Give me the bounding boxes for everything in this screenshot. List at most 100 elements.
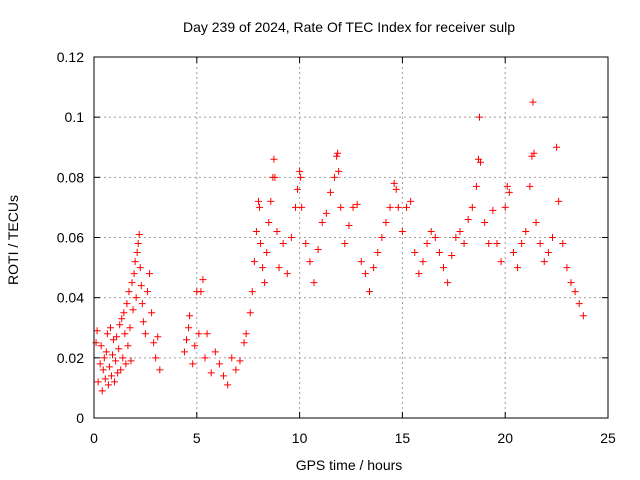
data-point: [259, 264, 267, 272]
data-point: [105, 363, 113, 371]
data-point: [314, 246, 322, 254]
data-point: [139, 318, 147, 326]
data-point: [298, 203, 306, 211]
y-tick-label: 0: [76, 410, 84, 426]
data-point: [127, 357, 135, 365]
data-point: [215, 360, 223, 368]
data-point: [334, 149, 342, 157]
data-point: [98, 387, 106, 395]
data-point: [137, 282, 145, 290]
data-point: [114, 369, 122, 377]
x-tick-label: 5: [193, 430, 201, 446]
data-point: [501, 203, 509, 211]
data-point: [138, 300, 146, 308]
data-point: [333, 152, 341, 160]
data-point: [113, 333, 121, 341]
data-point: [514, 264, 522, 272]
data-point: [141, 330, 149, 338]
data-point: [294, 185, 302, 193]
data-point: [189, 360, 197, 368]
data-point: [476, 113, 483, 121]
data-point: [102, 348, 110, 356]
data-point: [195, 330, 203, 338]
data-point: [366, 288, 374, 296]
data-point: [392, 185, 400, 193]
data-point: [197, 288, 205, 296]
data-point: [207, 369, 215, 377]
data-point: [97, 342, 105, 350]
data-point: [111, 378, 119, 386]
data-point: [211, 348, 219, 356]
data-point: [279, 240, 287, 248]
data-point: [427, 227, 435, 235]
data-point: [503, 182, 511, 190]
data-point: [353, 200, 361, 208]
data-point: [123, 300, 131, 308]
data-point: [126, 324, 134, 332]
data-point: [386, 203, 394, 211]
y-tick-label: 0.02: [57, 350, 84, 366]
y-tick-label: 0.12: [57, 49, 84, 65]
data-point: [460, 240, 468, 248]
data-point: [415, 270, 423, 278]
data-point: [271, 173, 279, 181]
data-point: [104, 381, 112, 389]
data-point: [134, 240, 142, 248]
data-point: [109, 351, 117, 359]
data-point: [152, 354, 160, 362]
data-point: [106, 324, 114, 332]
data-point: [136, 264, 144, 272]
data-point: [485, 240, 493, 248]
data-point: [120, 309, 128, 317]
data-point: [232, 366, 240, 374]
data-point: [403, 203, 411, 211]
data-point: [318, 218, 326, 226]
data-point: [143, 288, 151, 296]
data-point: [224, 381, 232, 389]
data-point: [579, 312, 587, 320]
data-point: [201, 354, 209, 362]
data-point: [183, 336, 191, 344]
data-point: [154, 333, 162, 341]
data-point: [297, 173, 305, 181]
data-point: [296, 167, 304, 175]
y-tick-label: 0.08: [57, 169, 84, 185]
data-point: [150, 339, 158, 347]
data-point: [287, 234, 295, 241]
data-point: [246, 309, 254, 317]
data-point: [256, 203, 264, 211]
data-point: [567, 279, 575, 287]
data-point: [107, 372, 115, 380]
data-point: [563, 264, 571, 272]
data-point: [129, 306, 137, 314]
data-point: [536, 240, 544, 248]
data-point: [128, 279, 136, 287]
data-point: [96, 360, 104, 368]
data-point: [254, 197, 262, 205]
data-point: [302, 240, 310, 248]
data-point: [203, 330, 211, 338]
data-point: [263, 249, 271, 257]
data-point: [191, 342, 199, 350]
grid-lines: [94, 57, 608, 418]
data-point: [124, 342, 132, 350]
data-point: [540, 258, 548, 266]
y-tick-label: 0.1: [65, 109, 85, 125]
data-point: [407, 197, 415, 205]
data-point: [326, 188, 334, 196]
data-point: [240, 339, 248, 347]
data-point: [390, 179, 398, 187]
data-point: [553, 143, 561, 151]
data-point: [423, 240, 431, 248]
data-point: [265, 218, 273, 226]
data-point: [112, 357, 120, 365]
data-point: [394, 203, 402, 211]
data-point: [374, 249, 382, 257]
data-point: [468, 203, 476, 211]
data-point: [130, 270, 138, 278]
data-point: [548, 234, 556, 241]
data-point: [180, 348, 188, 356]
y-axis-label: ROTI / TECUs: [5, 195, 21, 285]
data-point: [518, 240, 526, 248]
data-point: [242, 330, 250, 338]
